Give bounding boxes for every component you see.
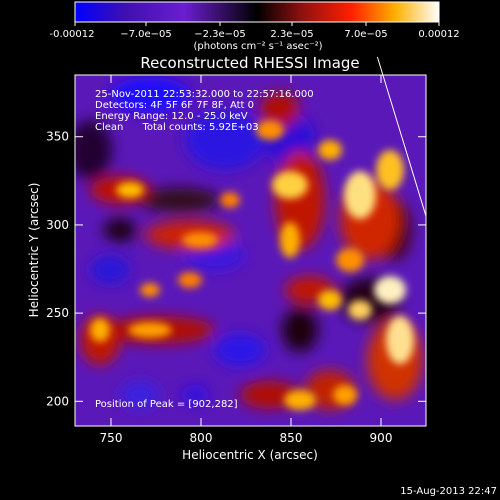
colorbar: -0.00012 −7.0e−05 −2.3e−05 2.3e−05 7.0e−… xyxy=(50,1,460,52)
colorbar-tick-label-5: 0.00012 xyxy=(418,29,459,40)
colorbar-ticks xyxy=(74,22,440,26)
peak-position-label: Position of Peak = [902,282] xyxy=(95,399,238,410)
annotation-time-range: 25-Nov-2011 22:53:32.000 to 22:57:16.000 xyxy=(95,89,314,100)
colorbar-tick-label-3: 2.3e−05 xyxy=(270,29,313,40)
colorbar-tick-label-1: −7.0e−05 xyxy=(120,29,172,40)
plot-frame xyxy=(74,74,427,427)
chart-title: Reconstructed RHESSI Image xyxy=(140,54,359,72)
solar-limb-line xyxy=(376,56,427,217)
x-tick-label: 850 xyxy=(280,431,303,445)
annotation-energy-range: Energy Range: 12.0 - 25.0 keV xyxy=(95,111,248,122)
colorbar-tick-label-4: 7.0e−05 xyxy=(344,29,387,40)
colorbar-tick-label-2: −2.3e−05 xyxy=(194,29,246,40)
x-tick-label: 900 xyxy=(370,431,393,445)
y-tick-label: 250 xyxy=(46,306,69,320)
y-tick-label: 300 xyxy=(46,218,69,232)
x-tick-label: 800 xyxy=(190,431,213,445)
annotation-block: 25-Nov-2011 22:53:32.000 to 22:57:16.000… xyxy=(95,89,314,133)
annotation-clean-counts: Clean Total counts: 5.92E+03 xyxy=(95,122,259,133)
y-tick-label: 200 xyxy=(46,394,69,408)
x-tick-label: 750 xyxy=(100,431,123,445)
heatmap-image xyxy=(75,75,426,426)
footer-timestamp: 15-Aug-2013 22:47 xyxy=(400,486,497,497)
y-tick-label: 350 xyxy=(46,130,69,144)
y-axis-ticks: 200 250 300 350 xyxy=(46,130,426,408)
y-axis-label: Heliocentric Y (arcsec) xyxy=(27,183,41,318)
colorbar-unit-label: (photons cm⁻² s⁻¹ asec⁻²) xyxy=(193,41,322,52)
x-axis-label: Heliocentric X (arcsec) xyxy=(182,448,318,462)
colorbar-gradient xyxy=(74,1,440,23)
colorbar-tick-label-0: -0.00012 xyxy=(50,29,95,40)
x-axis-ticks: 750 800 850 900 xyxy=(100,75,393,445)
annotation-detectors: Detectors: 4F 5F 6F 7F 8F, Att 0 xyxy=(95,100,254,111)
